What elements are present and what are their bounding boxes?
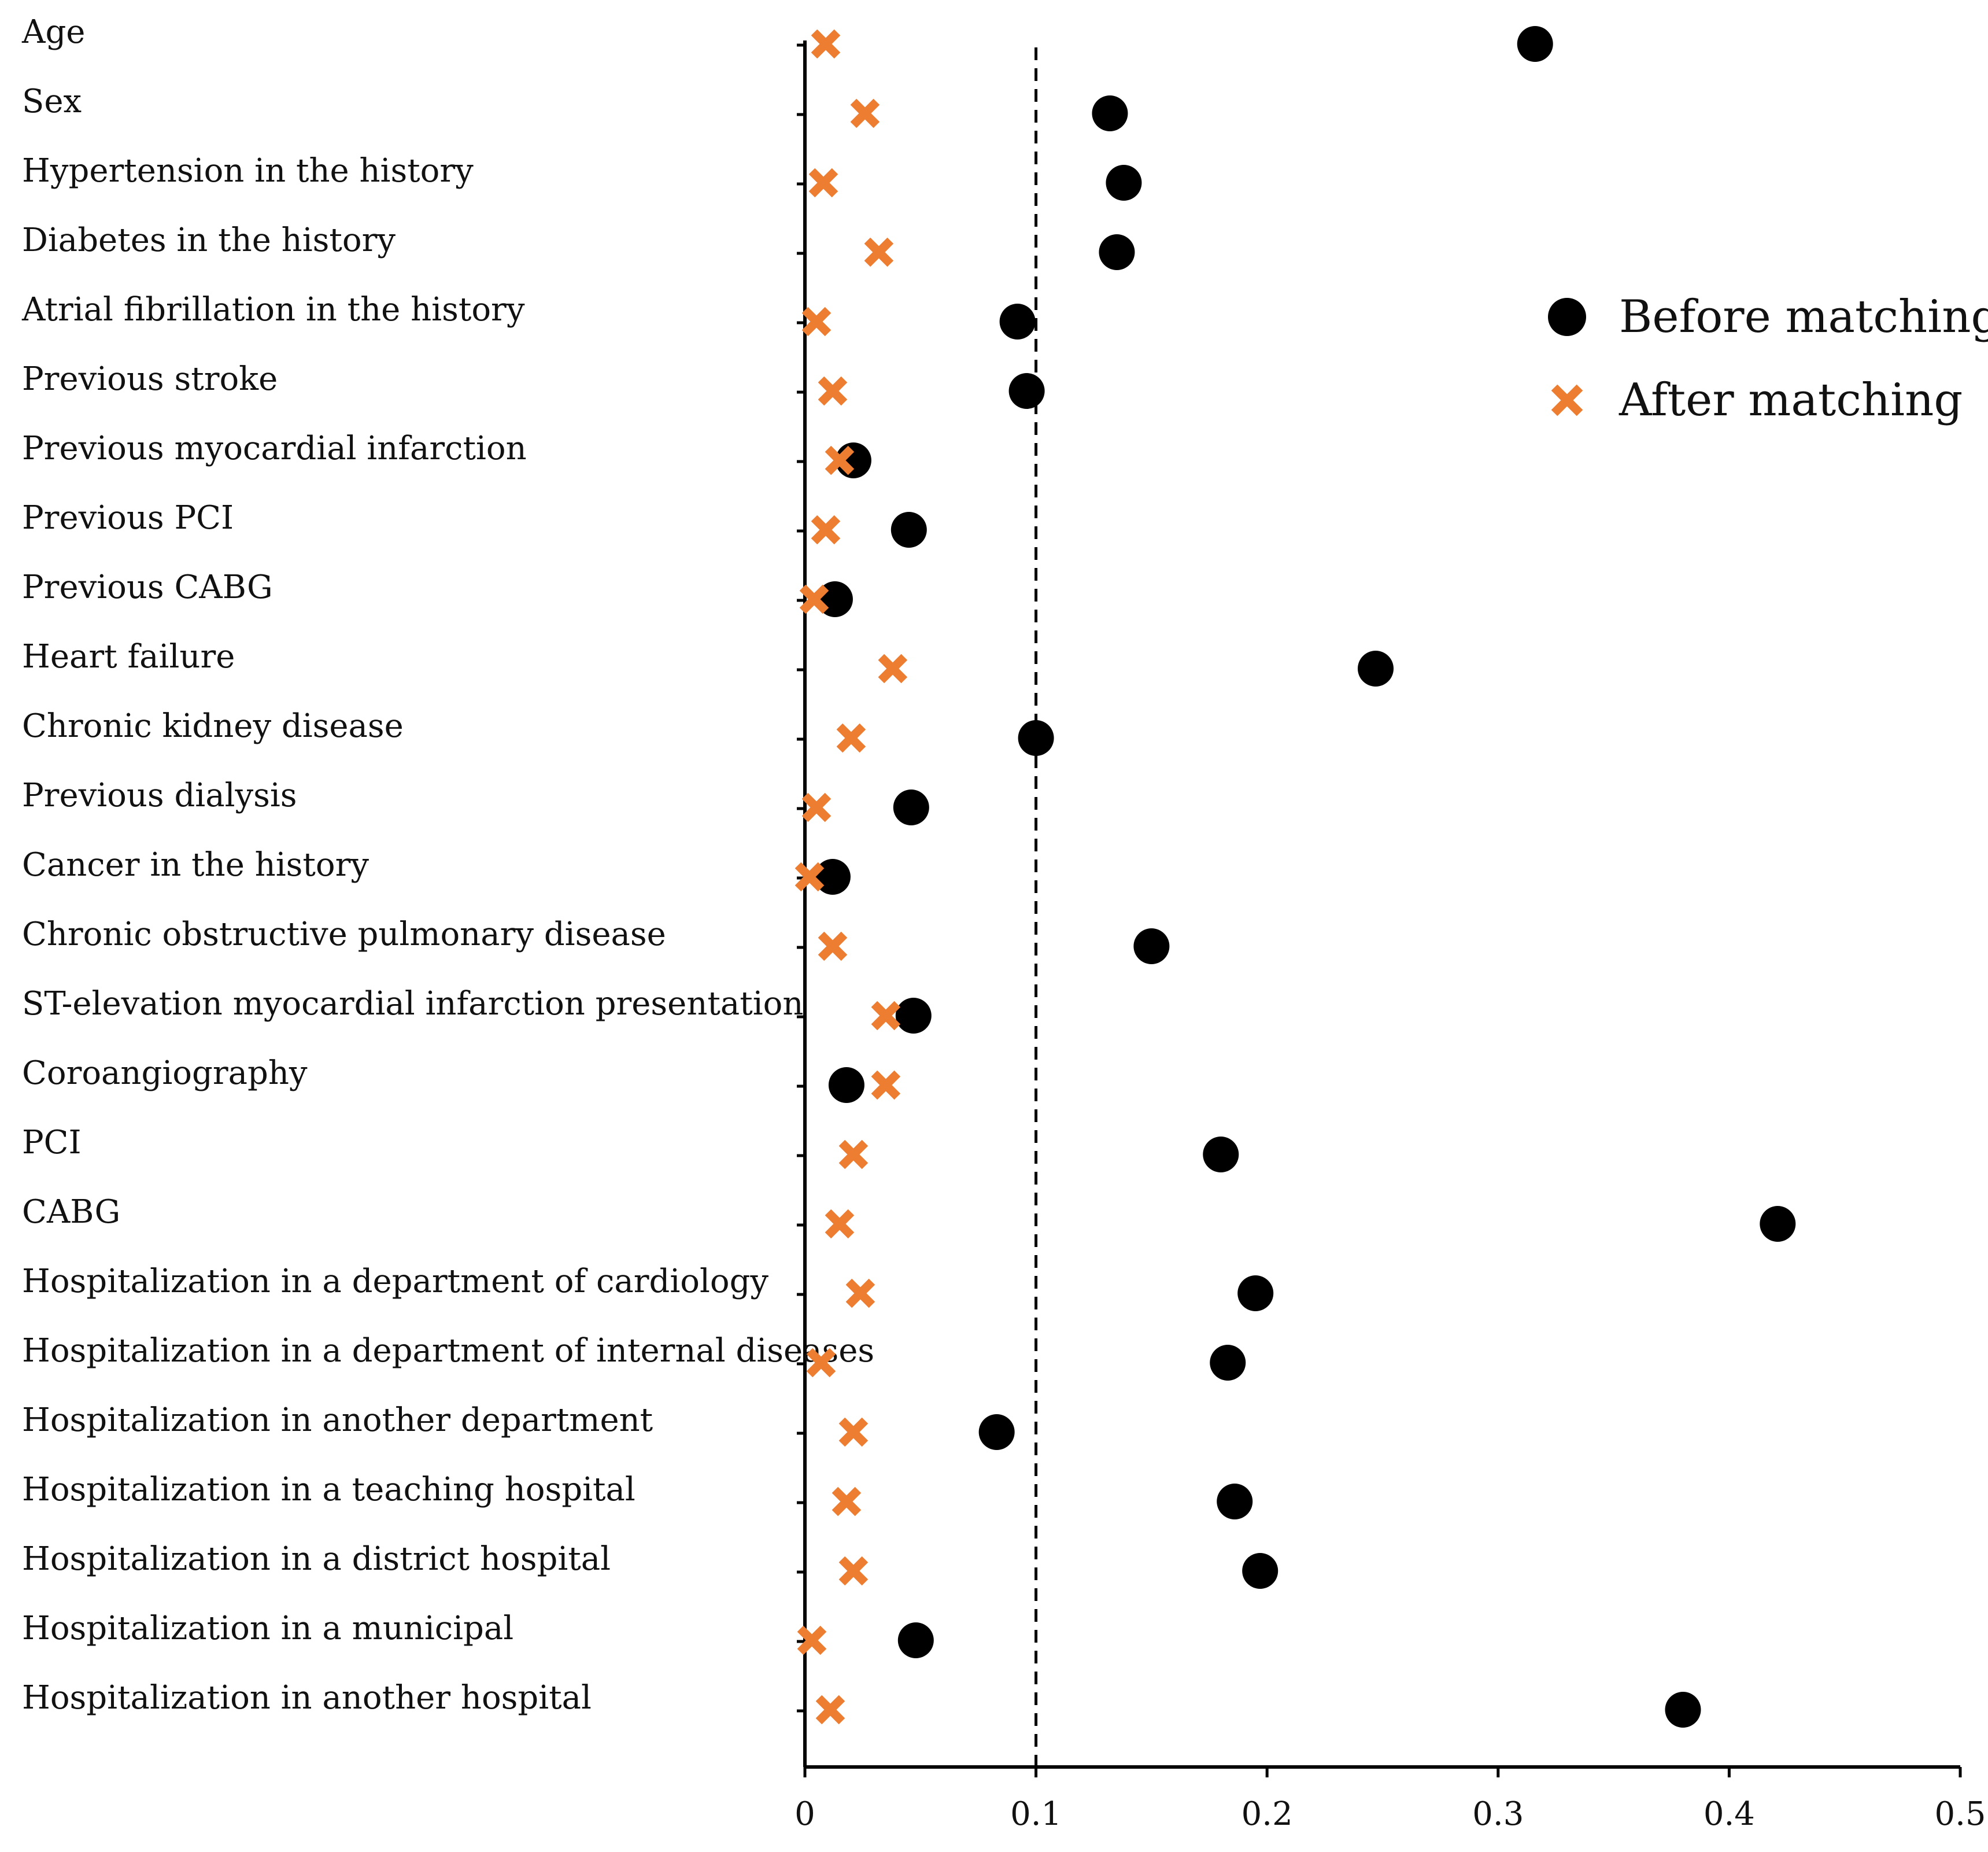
after-matching-point [838,1417,869,1447]
legend-before-label: Before matching [1619,291,1988,343]
covariate-label: Heart failure [22,638,235,676]
legend-after-label: After matching [1619,374,1963,426]
covariate-label: Hospitalization in a municipal [22,1610,513,1647]
covariate-label: Hospitalization in a department of cardi… [22,1263,768,1300]
after-matching-point [825,445,855,475]
x-tick-label: 0.2 [1241,1795,1293,1833]
after-matching-point [864,237,894,267]
after-matching-point [801,792,832,822]
covariate-label: Diabetes in the history [22,222,396,259]
after-matching-point [811,515,841,545]
after-matching-point [832,1486,862,1517]
after-matching-point [799,584,829,614]
covariate-label: Previous CABG [22,569,273,606]
after-matching-point [806,1348,836,1378]
after-matching-point [825,1209,855,1239]
legend-after-marker [1551,384,1583,416]
after-matching-point [797,1625,827,1655]
x-tick-label: 0.5 [1934,1795,1986,1833]
before-matching-point [1217,1484,1253,1519]
covariate-label: Sex [22,83,82,120]
covariate-label: PCI [22,1124,82,1161]
covariate-label: Atrial fibrillation in the history [21,291,525,329]
covariate-label: Hospitalization in a teaching hospital [22,1471,635,1508]
after-matching-point [811,29,841,59]
covariate-label: Chronic kidney disease [22,707,404,745]
before-matching-point [1018,720,1054,756]
before-matching-point [1210,1345,1246,1381]
covariate-label: Cancer in the history [22,846,369,884]
after-matching-point [815,1695,845,1725]
legend-before-marker [1548,298,1586,336]
covariate-label: Age [21,13,85,51]
after-matching-point [838,1139,869,1170]
covariate-label: Coroangiography [22,1054,308,1092]
x-tick-label: 0.4 [1704,1795,1755,1833]
after-matching-point [871,1070,901,1100]
covariate-label: CABG [22,1193,120,1231]
covariate-label: Chronic obstructive pulmonary disease [22,916,666,953]
before-matching-point [1242,1553,1278,1589]
before-matching-point [895,998,932,1034]
after-matching-point [850,98,880,128]
covariate-label: Hospitalization in a department of inter… [22,1332,874,1370]
after-matching-point [808,168,838,198]
x-tick-label: 0.1 [1010,1795,1062,1833]
after-matching-point [838,1556,869,1586]
before-matching-point [1203,1137,1239,1172]
after-matching-point [795,862,825,892]
after-matching-point [818,376,848,406]
covariate-label: Hypertension in the history [22,152,474,190]
covariate-label: ST-elevation myocardial infarction prese… [22,985,803,1023]
before-matching-point [1665,1692,1701,1728]
covariate-label: Hospitalization in a district hospital [22,1540,611,1578]
before-matching-point [1099,234,1135,270]
x-tick-label: 0 [795,1795,815,1833]
after-matching-point [801,307,832,337]
before-matching-point [1106,165,1142,201]
before-matching-point [1517,26,1553,62]
before-matching-point [890,512,927,548]
covariate-label: Hospitalization in another hospital [22,1679,592,1717]
before-matching-point [999,304,1036,340]
covariate-label: Previous stroke [22,360,278,398]
before-matching-point [1237,1275,1274,1311]
before-matching-point [1008,373,1045,409]
after-matching-point [818,931,848,961]
before-matching-point [897,1622,934,1658]
before-matching-point [1133,928,1170,964]
covariate-label: Hospitalization in another department [22,1401,653,1439]
before-matching-point [1760,1206,1796,1242]
after-matching-point [871,1001,901,1031]
after-matching-point [878,654,908,684]
before-matching-point [1358,651,1394,687]
covariate-label: Previous PCI [22,499,234,537]
covariate-label: Previous dialysis [22,777,297,814]
before-matching-point [1092,95,1128,131]
after-matching-point [845,1278,875,1308]
x-tick-label: 0.3 [1472,1795,1524,1833]
covariate-label: Previous myocardial infarction [22,430,527,467]
before-matching-point [893,790,929,825]
before-matching-point [828,1067,864,1103]
after-matching-point [836,723,866,753]
before-matching-point [978,1414,1015,1450]
